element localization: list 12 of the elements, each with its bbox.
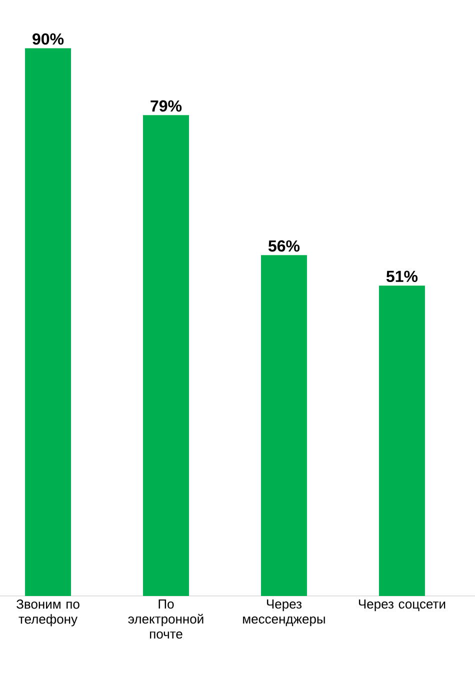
x-tick-label: Через мессенджеры <box>243 600 325 626</box>
x-tick-label: Через соцсети <box>358 600 446 612</box>
x-tick-label: По электронной почте <box>128 600 204 639</box>
bar <box>25 48 72 596</box>
bar <box>378 286 425 596</box>
data-label: 56% <box>268 240 300 252</box>
x-tick-label: Звоним по телефону <box>16 600 80 626</box>
bar <box>143 115 189 596</box>
data-label: 90% <box>32 33 64 45</box>
bar <box>260 255 307 596</box>
data-label: 51% <box>386 270 418 282</box>
data-label: 79% <box>150 100 182 112</box>
